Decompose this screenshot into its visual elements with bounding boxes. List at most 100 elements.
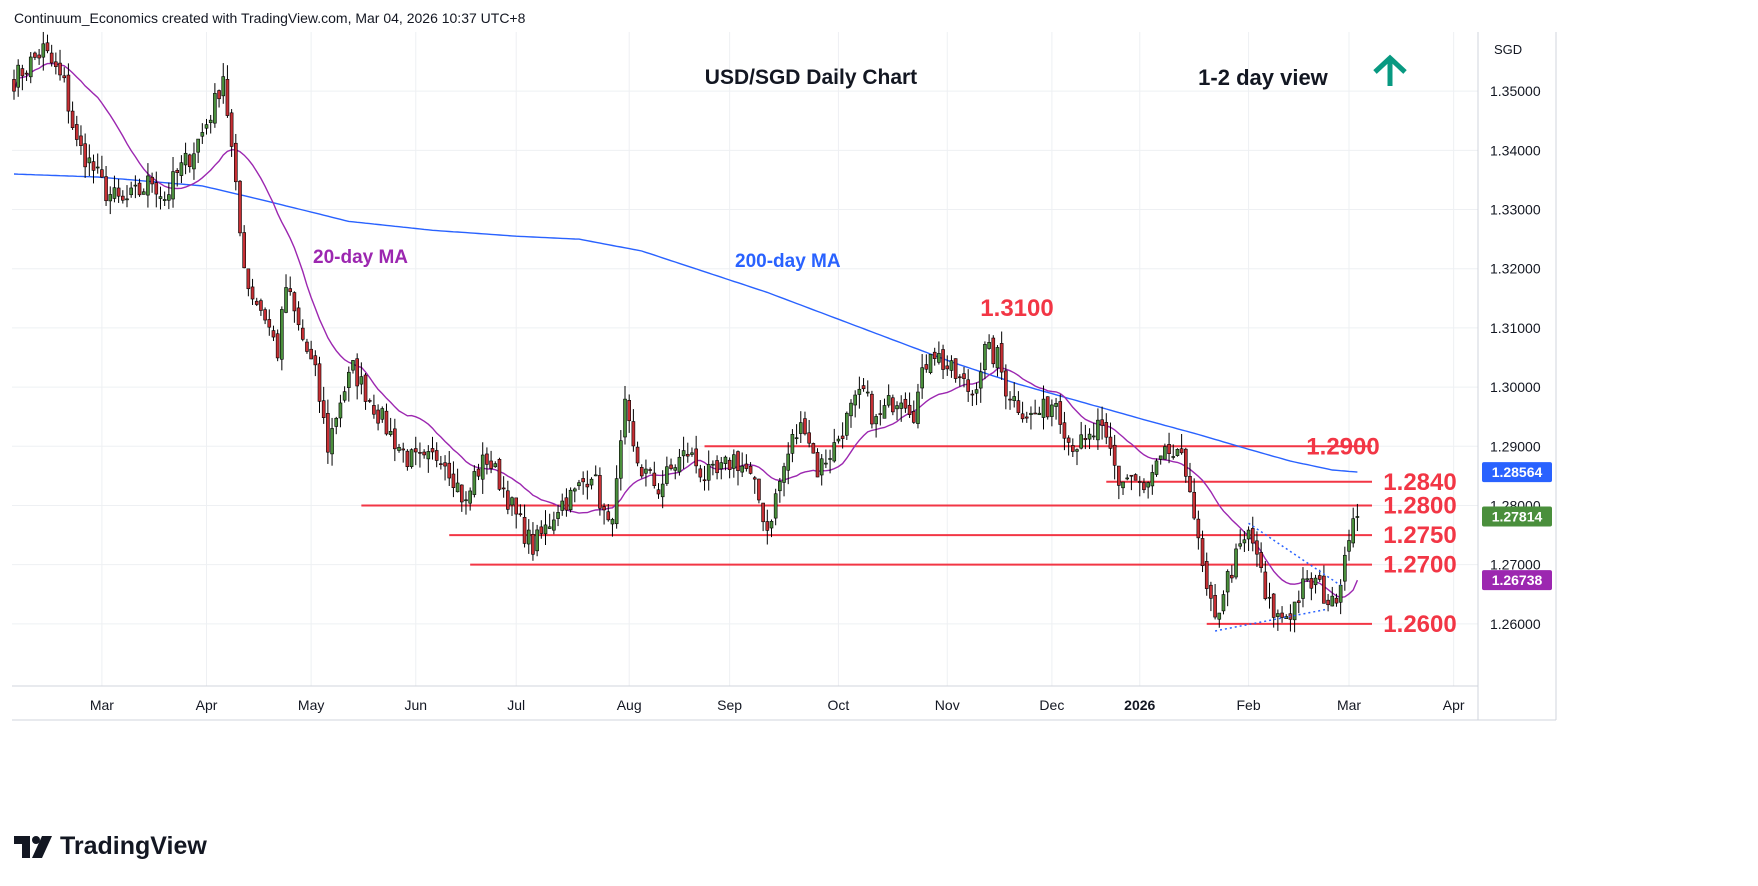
candle-body [941, 349, 945, 370]
candle-body [748, 465, 753, 474]
x-tick-label: Mar [1337, 697, 1361, 713]
ma200-label: 200-day MA [735, 251, 841, 272]
ma20-line [13, 62, 1359, 599]
candle-body [614, 478, 619, 525]
y-tick-label: 1.35000 [1490, 83, 1541, 99]
candle-body [1330, 595, 1335, 607]
y-tick-label: 1.30000 [1490, 379, 1541, 395]
candle-body [602, 506, 606, 511]
price-badge [1482, 506, 1552, 527]
candle-body [229, 112, 234, 147]
candle-body [706, 464, 711, 481]
candle-body [1146, 482, 1150, 488]
candle-body [723, 456, 728, 464]
candle-body [572, 488, 577, 492]
candle-body [1079, 434, 1083, 449]
ma200-line [13, 173, 1358, 473]
level-label: 1.3100 [980, 295, 1053, 322]
candle-body [962, 373, 966, 379]
candle-body [891, 397, 895, 413]
triangle-trendline [1248, 522, 1342, 587]
candle-body [719, 462, 724, 470]
candle-body [33, 52, 37, 58]
candle-body [1045, 396, 1050, 418]
candle-body [1343, 554, 1347, 582]
candle-body [778, 480, 782, 492]
candle-body [74, 124, 79, 140]
up-arrow-head [1373, 54, 1407, 74]
candle-body [338, 402, 343, 419]
candle-body [489, 460, 493, 469]
x-tick-label: Mar [90, 697, 114, 713]
candle-body [1179, 448, 1184, 454]
candle-body [828, 458, 832, 460]
tradingview-logo[interactable]: TradingView [14, 832, 207, 861]
candle-body [1246, 529, 1251, 540]
candle-body [372, 405, 376, 415]
candle-body [974, 389, 979, 394]
candle-body [1200, 538, 1205, 566]
candle-body [384, 410, 389, 435]
candle-body [631, 421, 636, 447]
candle-body [556, 512, 560, 519]
candle-body [87, 157, 92, 164]
candle-body [1230, 574, 1234, 579]
candle-body [757, 478, 761, 501]
candle-body [1083, 438, 1088, 441]
candle-body [317, 363, 322, 402]
candle-body [1313, 577, 1318, 586]
candle-body [552, 519, 556, 531]
candle-body [443, 462, 447, 467]
candle-body [1071, 445, 1075, 452]
candle-body [694, 448, 698, 467]
candle-body [744, 463, 749, 469]
candle-body [129, 187, 133, 196]
candle-body [459, 484, 464, 503]
candle-body [1217, 612, 1222, 620]
candle-body [1263, 571, 1268, 599]
candle-body [179, 162, 184, 176]
candle-body [334, 417, 339, 427]
candle-body [932, 351, 937, 359]
x-tick-label: Sep [717, 697, 742, 713]
candle-body [782, 466, 786, 483]
candle-body [116, 187, 121, 197]
candle-body [627, 400, 631, 422]
candle-body [464, 499, 468, 502]
candle-body [1305, 578, 1309, 581]
candle-body [326, 413, 330, 453]
candle-body [811, 443, 816, 454]
candle-body [305, 341, 309, 352]
candle-body [916, 391, 920, 424]
price-badge-label: 1.28564 [1492, 464, 1543, 480]
chart-header-credit: Continuum_Economics created with Trading… [14, 10, 526, 26]
candle-body [158, 196, 163, 199]
candle-body [736, 451, 740, 472]
candle-body [288, 288, 293, 293]
candle-body [292, 292, 297, 312]
candle-body [112, 187, 117, 199]
candle-body [681, 450, 686, 457]
candle-body [455, 482, 460, 493]
candle-body [928, 354, 933, 373]
candle-body [346, 371, 351, 388]
candle-body [405, 450, 410, 468]
candle-body [585, 483, 590, 488]
candle-body [1192, 491, 1196, 519]
candle-body [95, 166, 100, 169]
candle-body [409, 449, 414, 467]
candle-body [359, 376, 364, 385]
candle-body [480, 454, 485, 480]
candle-body [1338, 584, 1343, 603]
candle-body [1016, 400, 1021, 413]
x-tick-label: May [298, 697, 324, 713]
candle-body [1296, 600, 1301, 603]
candle-body [1158, 455, 1163, 460]
candle-body [903, 398, 908, 409]
candle-body [953, 358, 958, 379]
candle-body [171, 171, 175, 200]
price-badge [1482, 462, 1552, 483]
candle-body [1104, 422, 1109, 438]
candle-body [518, 513, 523, 516]
